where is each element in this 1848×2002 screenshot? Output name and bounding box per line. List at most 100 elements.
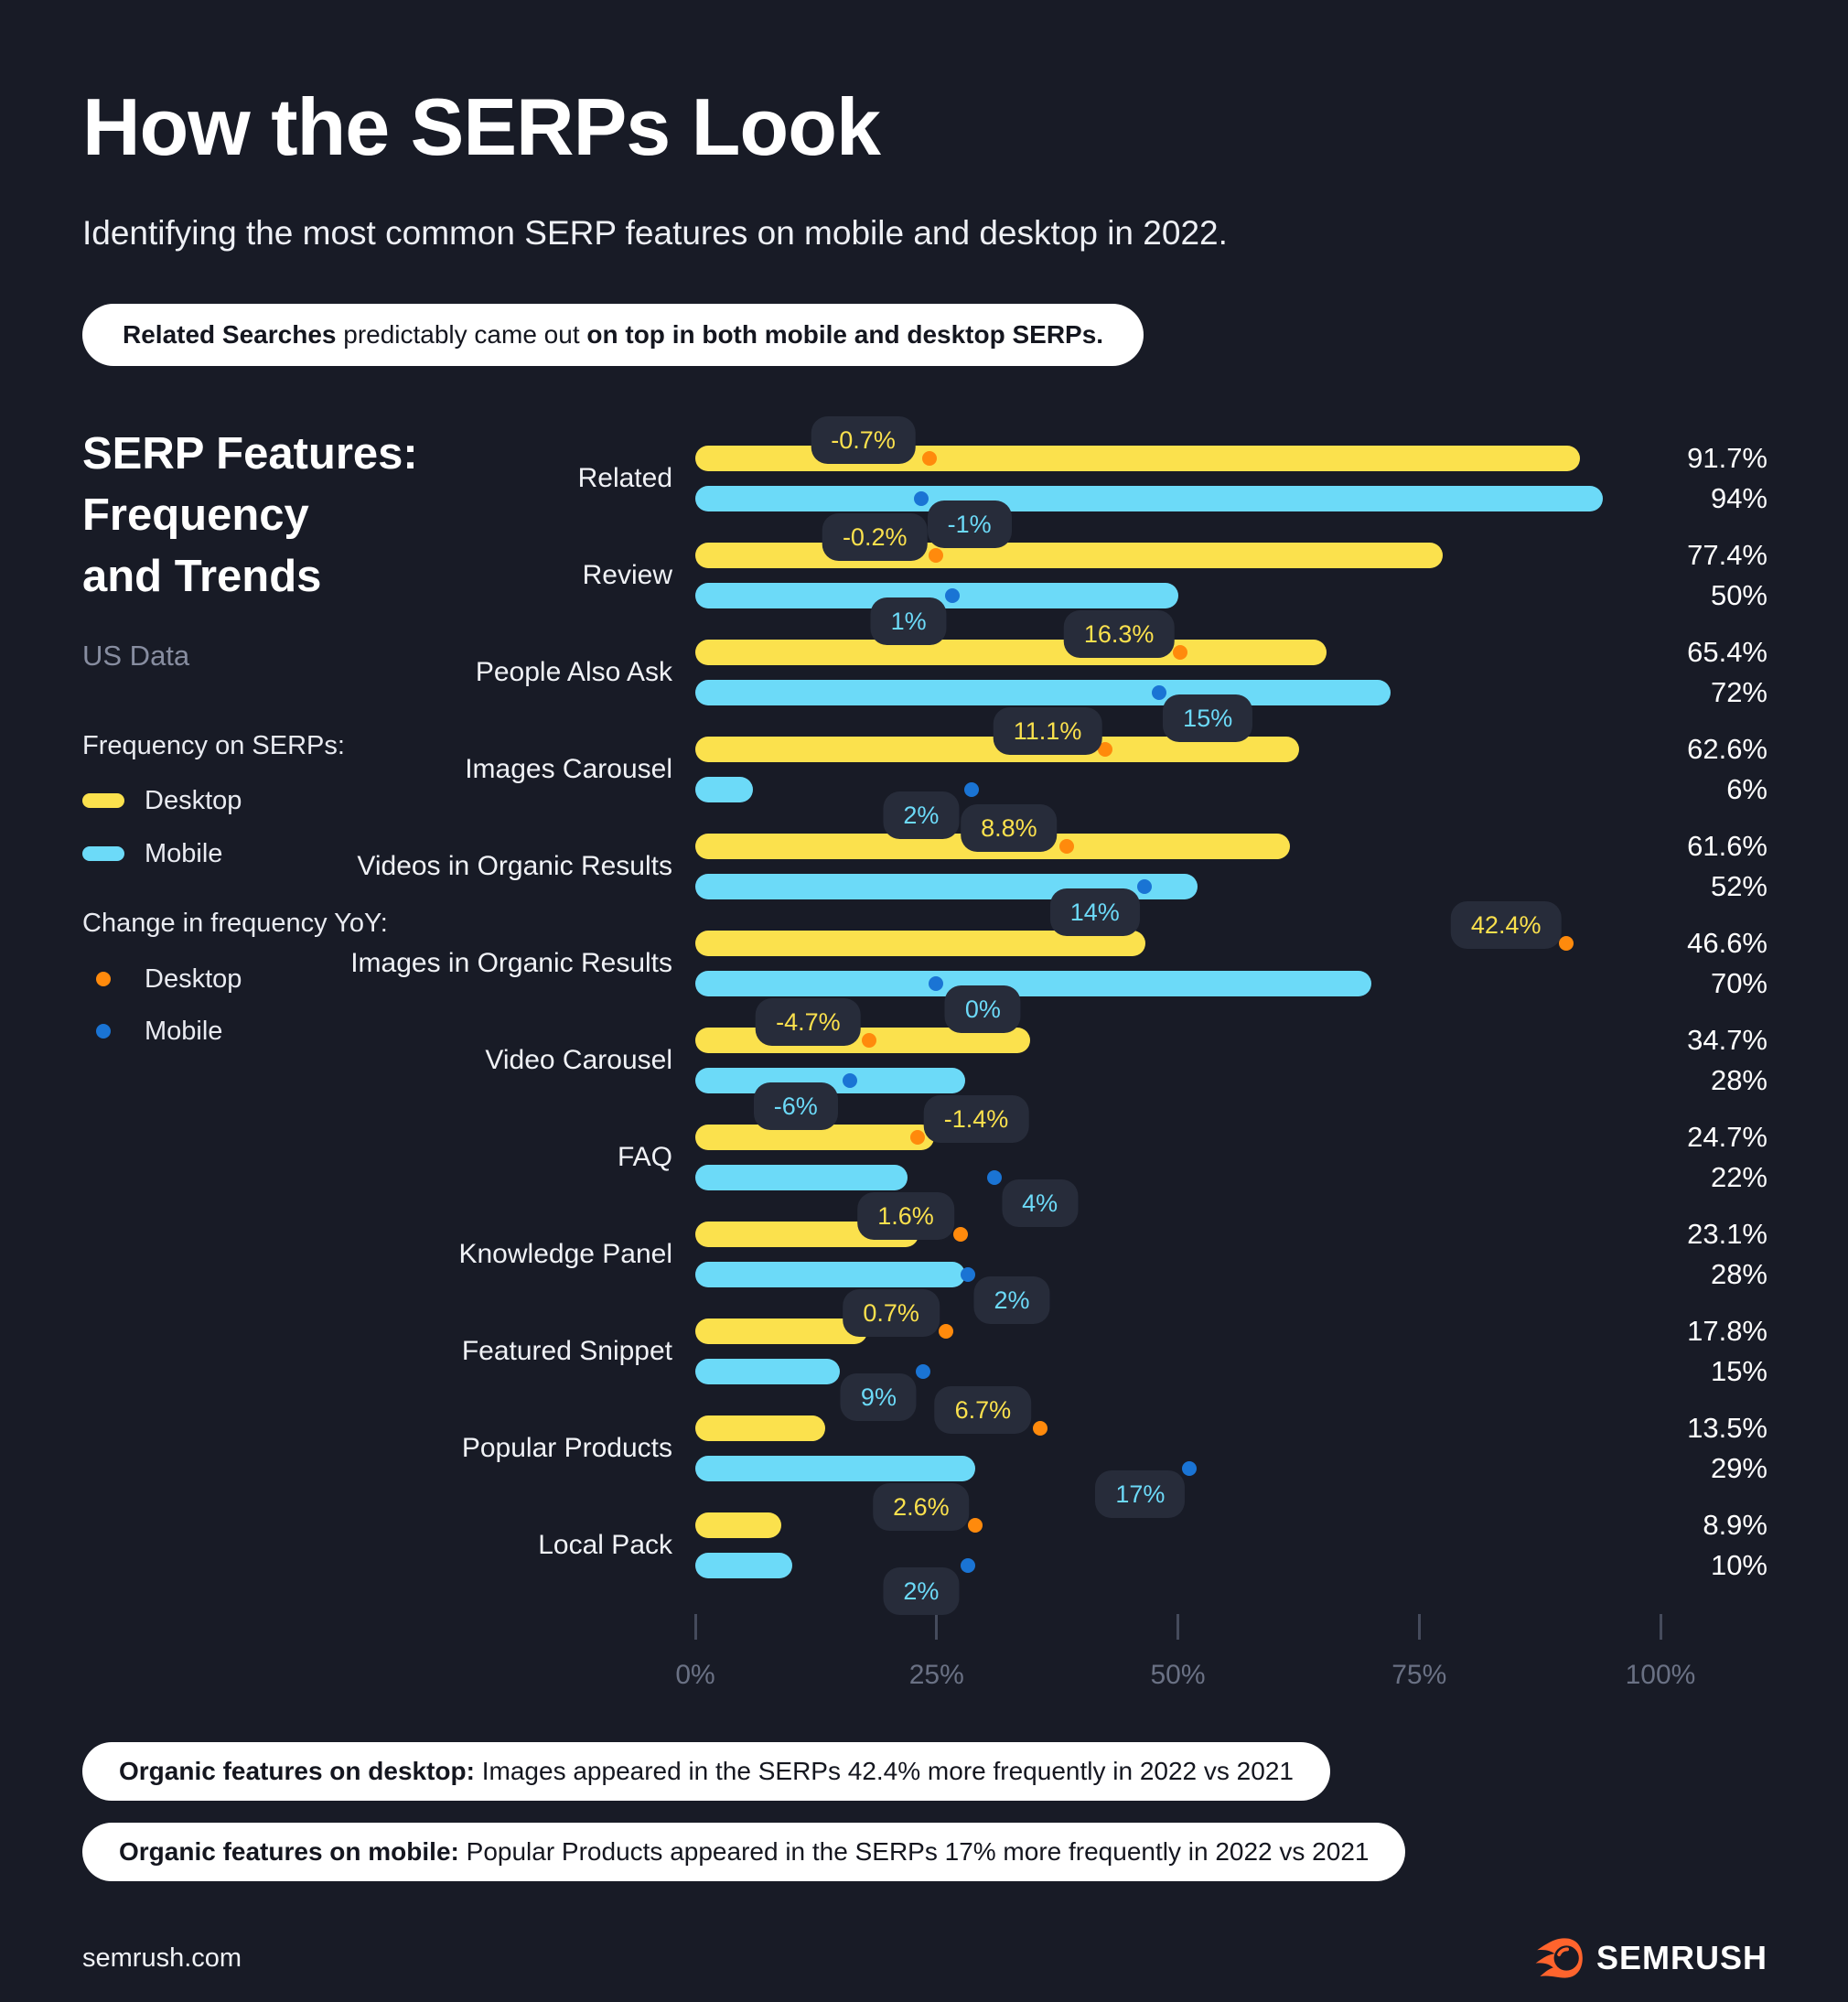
desktop-change-dot: [1558, 936, 1574, 951]
desktop-bar: [695, 640, 1327, 665]
desktop-yoy-badge: -0.7%: [811, 416, 916, 464]
callout-bold-tail: on top in both mobile and desktop SERPs.: [586, 320, 1104, 349]
axis-tick: [1417, 1614, 1421, 1640]
mobile-change-dot: [987, 1170, 1003, 1185]
mobile-bar: [695, 680, 1391, 705]
desktop-change-dot: [861, 1033, 876, 1048]
desktop-yoy-badge: 0.7%: [843, 1289, 940, 1337]
desktop-yoy-badge: 2.6%: [873, 1483, 970, 1531]
legend-frequency-item-desktop: Desktop: [82, 784, 242, 817]
mobile-change-dot: [913, 491, 929, 506]
desktop-value-label: 91.7%: [1687, 442, 1767, 474]
legend-label: Desktop: [145, 785, 242, 815]
mobile-yoy-badge: 9%: [840, 1373, 917, 1421]
insight-bold: Organic features on desktop:: [119, 1757, 475, 1785]
desktop-change-dot: [1032, 1421, 1048, 1436]
semrush-flame-icon: [1535, 1938, 1583, 1978]
mobile-change-dot: [928, 976, 943, 991]
category-label: FAQ: [617, 1142, 672, 1172]
desktop-bar: [695, 543, 1443, 568]
desktop-value-label: 17.8%: [1687, 1315, 1767, 1347]
category-label: Featured Snippet: [461, 1336, 672, 1366]
mobile-change-dot: [1136, 879, 1152, 894]
desktop-change-dot: [928, 548, 943, 563]
desktop-yoy-badge: 8.8%: [961, 804, 1058, 852]
page-title: How the SERPs Look: [82, 81, 881, 172]
mobile-value-label: 72%: [1710, 676, 1767, 708]
desktop-yoy-badge: 1.6%: [857, 1192, 954, 1240]
desktop-value-label: 46.6%: [1687, 927, 1767, 959]
axis-tick-label: 100%: [1625, 1660, 1696, 1690]
mobile-yoy-badge: 2%: [883, 791, 960, 839]
mobile-value-label: 6%: [1726, 773, 1767, 805]
mobile-change-dot: [960, 1267, 975, 1282]
data-note: US Data: [82, 640, 190, 672]
desktop-value-label: 13.5%: [1687, 1412, 1767, 1444]
brand-wordmark: SEMRUSH: [1596, 1939, 1767, 1976]
category-label: Videos in Organic Results: [357, 851, 672, 881]
desktop-change-dot: [1098, 742, 1113, 757]
desktop-bar: [695, 1512, 781, 1538]
legend-frequency-item-mobile: Mobile: [82, 837, 222, 870]
insight-pill-1: Organic features on desktop: Images appe…: [82, 1742, 1330, 1801]
mobile-value-label: 94%: [1710, 482, 1767, 514]
desktop-value-label: 34.7%: [1687, 1024, 1767, 1056]
mobile-value-label: 52%: [1710, 870, 1767, 902]
chart-title-line-2: Frequency: [82, 490, 309, 540]
axis-tick-label: 25%: [908, 1660, 964, 1690]
desktop-bar: [695, 1319, 867, 1344]
legend-label: Mobile: [145, 1016, 223, 1046]
category-label: Review: [582, 560, 672, 590]
desktop-change-dot: [909, 1130, 925, 1145]
axis-tick-label: 50%: [1150, 1660, 1206, 1690]
mobile-bar: [695, 1456, 975, 1481]
desktop-value-label: 61.6%: [1687, 830, 1767, 862]
axis-tick: [693, 1614, 697, 1640]
desktop-value-label: 23.1%: [1687, 1218, 1767, 1250]
desktop-change-dot: [967, 1518, 983, 1533]
mobile-yoy-badge: 2%: [883, 1567, 960, 1615]
category-label: Related: [577, 463, 672, 493]
mobile-value-label: 28%: [1710, 1064, 1767, 1096]
legend-label: Desktop: [145, 963, 242, 994]
mobile-change-dot: [1182, 1461, 1198, 1476]
category-label: Knowledge Panel: [458, 1239, 672, 1269]
category-label: Images in Organic Results: [350, 948, 672, 978]
chart-title-line-3: and Trends: [82, 552, 322, 601]
mobile-bar: [695, 1262, 966, 1287]
mobile-bar-swatch: [82, 846, 124, 861]
axis-tick: [1176, 1614, 1179, 1640]
desktop-value-label: 65.4%: [1687, 636, 1767, 668]
mobile-value-label: 29%: [1710, 1452, 1767, 1484]
mobile-change-dot: [1152, 685, 1167, 700]
mobile-yoy-badge: 1%: [870, 597, 947, 645]
desktop-yoy-badge: 16.3%: [1063, 610, 1175, 658]
mobile-bar: [695, 971, 1371, 996]
axis-tick: [935, 1614, 939, 1640]
desktop-value-label: 8.9%: [1703, 1509, 1767, 1541]
desktop-yoy-badge: -1.4%: [923, 1095, 1029, 1143]
mobile-yoy-badge: 2%: [973, 1276, 1050, 1324]
desktop-value-label: 62.6%: [1687, 733, 1767, 765]
insight-pill-2: Organic features on mobile: Popular Prod…: [82, 1823, 1406, 1881]
mobile-bar: [695, 1165, 908, 1190]
mobile-change-dot: [963, 782, 979, 797]
desktop-yoy-badge: 42.4%: [1450, 901, 1562, 949]
desktop-bar-swatch: [82, 793, 124, 808]
desktop-yoy-badge: 11.1%: [993, 707, 1102, 755]
mobile-value-label: 22%: [1710, 1161, 1767, 1193]
chart-title-line-1: SERP Features:: [82, 429, 418, 479]
mobile-yoy-badge: -6%: [753, 1082, 838, 1130]
mobile-change-dot: [842, 1073, 857, 1088]
desktop-change-dot: [922, 451, 938, 466]
desktop-change-dot: [1059, 839, 1075, 854]
mobile-bar: [695, 1553, 792, 1578]
insight-bold: Organic features on mobile:: [119, 1837, 459, 1866]
chart-title: SERP Features: Frequency and Trends: [82, 424, 418, 608]
desktop-change-dot-swatch: [96, 972, 111, 986]
mobile-change-dot-swatch: [96, 1024, 111, 1039]
desktop-change-dot: [953, 1227, 969, 1242]
legend-change-item-desktop: Desktop: [82, 963, 242, 996]
mobile-bar: [695, 777, 754, 802]
